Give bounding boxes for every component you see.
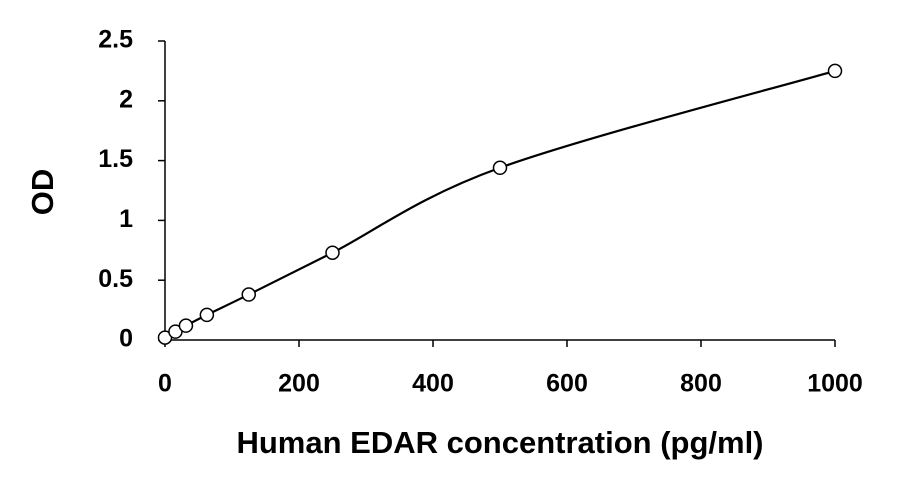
data-point [178,318,194,333]
data-point [325,245,340,260]
x-tick-label: 0 [158,370,172,398]
data-point [241,287,256,302]
x-axis-title: Human EDAR concentration (pg/ml) [236,425,763,460]
x-tick-label: 200 [278,370,320,398]
x-tick-label: 600 [546,370,588,398]
y-tick-label: 2 [119,85,133,113]
data-point [492,160,508,176]
y-axis-title: OD [25,169,60,216]
y-tick-label: 0 [119,325,133,353]
x-tick-label: 800 [680,370,722,398]
y-tick-label: 0.5 [98,265,133,293]
data-point [199,307,215,323]
y-tick-label: 2.5 [98,26,133,54]
x-tick-label: 400 [412,370,454,398]
y-tick-label: 1 [119,205,133,233]
y-tick-label: 1.5 [98,145,133,173]
data-point [827,63,843,79]
fit-curve [164,69,836,339]
x-tick-label: 1000 [807,370,863,398]
